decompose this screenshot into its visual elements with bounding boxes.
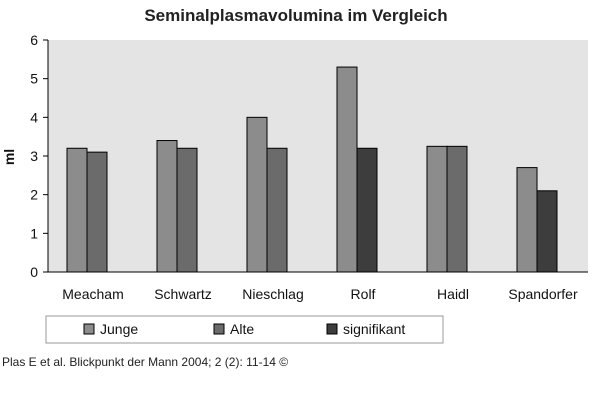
y-tick-label: 5 <box>30 71 38 87</box>
bar-alte-spandorfer <box>536 190 558 273</box>
bar-alte-nieschlag <box>266 147 288 273</box>
y-tick-label: 3 <box>30 148 38 164</box>
bars <box>66 66 558 273</box>
chart-title: Seminalplasmavolumina im Vergleich <box>144 6 447 25</box>
bar-alte-haidl <box>446 145 468 273</box>
y-tick-label: 0 <box>30 264 38 280</box>
x-tick-label: Meacham <box>62 286 123 302</box>
x-tick-label: Rolf <box>351 286 376 302</box>
x-tick-label: Schwartz <box>154 286 212 302</box>
legend-swatch-junge <box>83 323 95 335</box>
source-citation: Plas E et al. Blickpunkt der Mann 2004; … <box>2 355 289 369</box>
y-tick-label: 6 <box>30 32 38 48</box>
y-axis-label: ml <box>1 149 17 165</box>
x-tick-label: Spandorfer <box>508 286 578 302</box>
y-axis: 0 1 2 3 4 5 6 <box>30 32 588 280</box>
x-tick-label: Haidl <box>437 286 469 302</box>
legend-swatch-signifikant <box>326 323 338 335</box>
y-tick-label: 4 <box>30 109 38 125</box>
x-tick-label: Nieschlag <box>242 286 303 302</box>
legend-label-junge: Junge <box>100 321 138 337</box>
x-axis-labels: Meacham Schwartz Nieschlag Rolf Haidl Spandor… <box>62 286 578 302</box>
bar-junge-schwartz <box>156 140 178 273</box>
bar-alte-schwartz <box>176 147 198 273</box>
plot-area <box>48 40 588 272</box>
bar-junge-nieschlag <box>246 116 268 273</box>
bar-alte-meacham <box>86 151 108 273</box>
bar-alte-rolf <box>356 147 378 273</box>
bar-junge-haidl <box>426 145 448 273</box>
legend-label-signifikant: signifikant <box>343 321 405 337</box>
legend-label-alte: Alte <box>230 321 254 337</box>
y-tick-label: 1 <box>30 225 38 241</box>
chart: Seminalplasmavolumina im Vergleich ml 0 1… <box>1 6 588 344</box>
bar-junge-meacham <box>66 147 88 273</box>
bar-junge-rolf <box>336 66 358 273</box>
y-tick-label: 2 <box>30 187 38 203</box>
bar-junge-spandorfer <box>516 167 538 273</box>
legend: Junge Alte signifikant <box>83 321 405 337</box>
legend-swatch-alte <box>213 323 225 335</box>
legend-box <box>45 315 444 344</box>
